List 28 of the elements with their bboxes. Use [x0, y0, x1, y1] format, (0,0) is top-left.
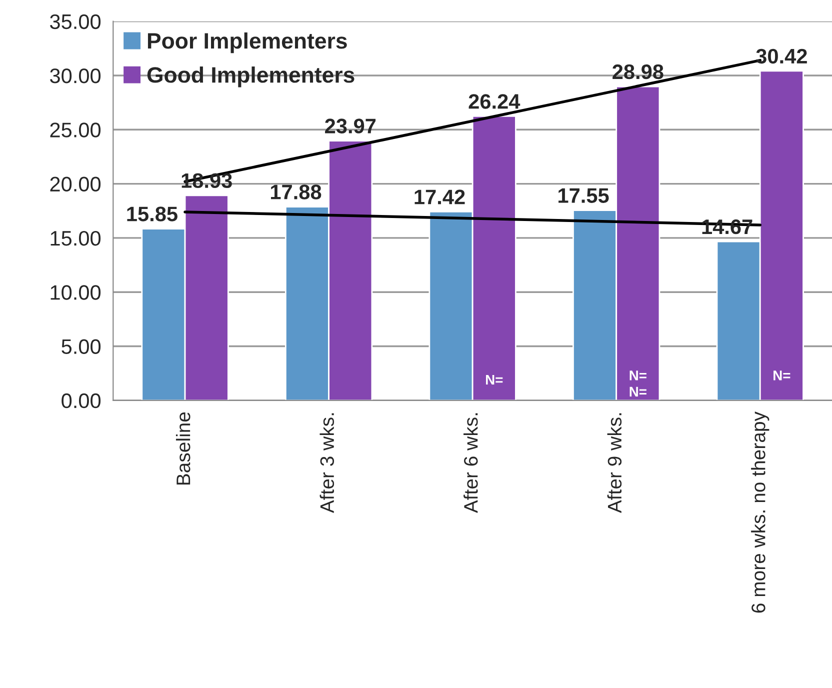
data-label: 18.93 [182, 173, 232, 188]
data-label: 23.97 [325, 118, 376, 134]
data-label: 15.85 [127, 206, 178, 222]
legend-label: Poor Implementers [148, 32, 347, 54]
annotation: N= [630, 370, 646, 380]
legend-label: Good Implementers [147, 66, 354, 88]
data-label: 17.88 [270, 184, 322, 200]
data-label: 30.42 [756, 48, 807, 64]
y-tick-label: 0.00 [62, 393, 101, 408]
annotation: N= [630, 386, 646, 396]
y-tick-label: 5.00 [62, 339, 101, 354]
x-tick-label: After 6 wks. [464, 413, 478, 514]
y-tick-label: 20.00 [50, 176, 101, 192]
data-label: 17.42 [414, 190, 465, 204]
x-tick-label: Baseline [176, 412, 190, 485]
y-tick-label: 30.00 [50, 68, 101, 84]
y-tick-label: 10.00 [50, 285, 101, 300]
x-tick-label: After 3 wks. [320, 413, 334, 514]
annotation: N= [486, 374, 503, 385]
x-tick-label: 6 more wks. no therapy [751, 412, 770, 613]
annotation: N= [774, 370, 790, 380]
data-label: 26.24 [468, 94, 520, 109]
x-tick-label: After 9 wks. [607, 413, 622, 514]
y-tick-label: 25.00 [50, 122, 101, 138]
y-tick-label: 35.00 [50, 14, 101, 30]
data-label: 17.55 [558, 188, 609, 203]
data-label: 28.98 [612, 64, 664, 80]
y-tick-label: 15.00 [50, 230, 101, 246]
